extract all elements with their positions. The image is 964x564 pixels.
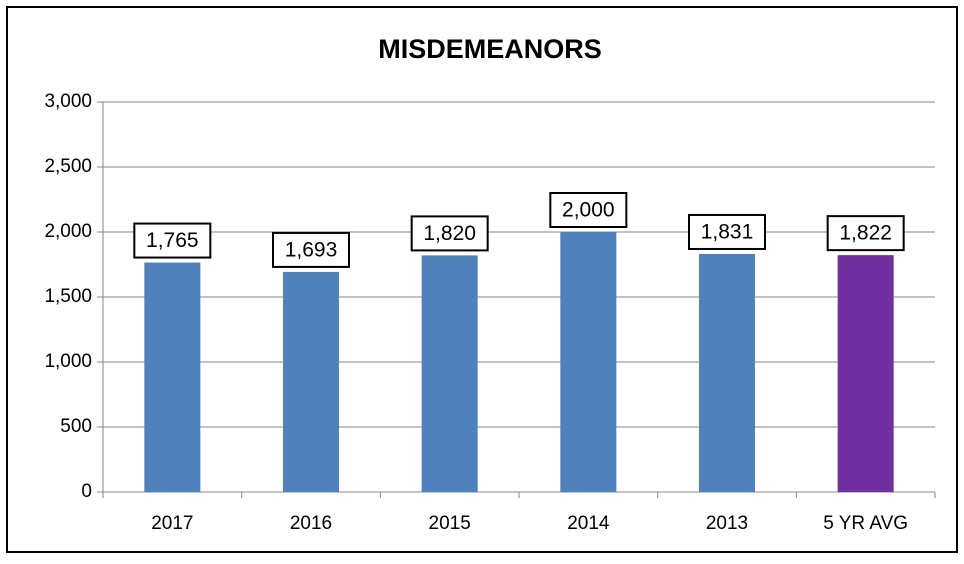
y-tick-label: 1,000 [44, 351, 92, 372]
y-tick-label: 1,500 [44, 286, 92, 307]
data-label-box [410, 215, 489, 252]
bar [699, 253, 755, 492]
y-tick-label: 2,000 [44, 221, 92, 242]
y-tick-label: 500 [60, 416, 92, 437]
x-tick-label: 2017 [151, 513, 193, 534]
data-label-box [826, 215, 905, 252]
y-tick-label: 3,000 [44, 91, 92, 112]
data-label-box [688, 213, 766, 250]
data-label: 1,820 [423, 222, 476, 245]
bar [144, 262, 201, 492]
data-label: 1,831 [701, 221, 754, 244]
bar [560, 232, 617, 492]
data-label: 2,000 [562, 199, 615, 222]
x-tick-label: 2013 [706, 513, 748, 534]
y-tick-label: 0 [81, 481, 92, 502]
chart-title: MISDEMEANORS [378, 34, 602, 64]
data-label: 1,693 [285, 238, 338, 261]
bar [837, 255, 894, 492]
x-tick-label: 5 YR AVG [823, 513, 908, 534]
data-label-box [549, 192, 628, 228]
y-tick-label: 2,500 [44, 156, 92, 177]
x-tick-label: 2016 [290, 513, 332, 534]
data-label-box [272, 231, 350, 268]
bar [421, 255, 478, 492]
data-label-box [133, 222, 212, 259]
data-label: 1,765 [146, 229, 199, 252]
data-label: 1,822 [839, 222, 892, 245]
bar [283, 271, 339, 492]
x-tick-label: 2015 [429, 513, 471, 534]
x-tick-label: 2014 [567, 513, 610, 534]
